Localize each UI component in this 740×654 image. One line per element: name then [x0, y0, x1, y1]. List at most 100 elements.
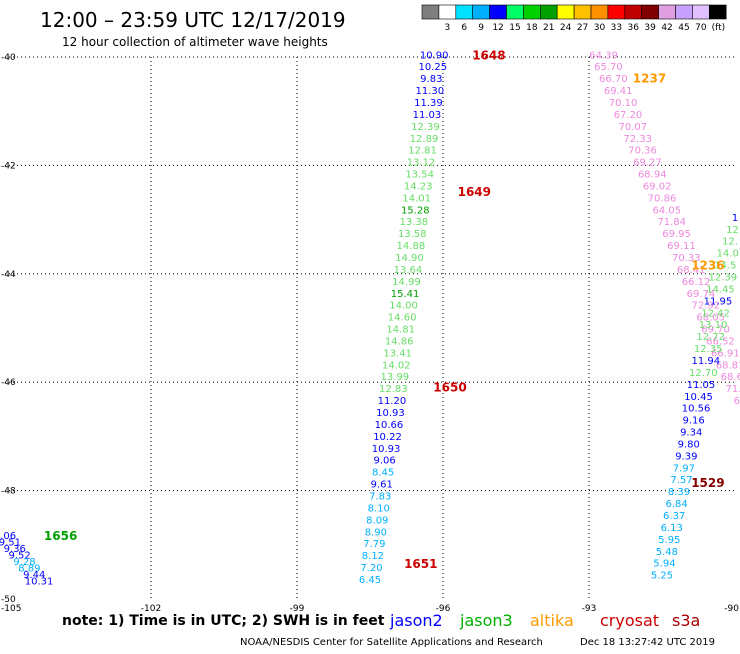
swh-point: 12.81: [408, 146, 437, 157]
track: 11212.14.014.512.3914.4511.9512.4213.101…: [651, 213, 739, 582]
colorbar-swatch: [421, 4, 440, 20]
swh-point: 9.51: [0, 538, 21, 549]
y-tick-label: -40: [1, 53, 16, 63]
colorbar-label: 39: [644, 23, 656, 33]
swh-point: 14.88: [397, 241, 426, 252]
swh-point: 13.58: [398, 229, 427, 240]
swh-point: 14.23: [404, 181, 433, 192]
colorbar-label: 45: [678, 23, 689, 33]
swh-point: 12.83: [379, 384, 408, 395]
colorbar-swatch: [573, 4, 592, 20]
swh-point: 10.25: [418, 62, 447, 73]
time-label: 1650: [433, 381, 466, 395]
swh-point: 11.39: [414, 98, 443, 109]
swh-point: 5.25: [651, 571, 673, 582]
swh-point: 5.94: [653, 559, 675, 570]
colorbar-label: 3: [444, 23, 450, 33]
plot-area: -40 -42 -44 -46 -48 -50-105 -102 -99 -96 -93 -90 1…: [0, 48, 740, 614]
swh-point: 8.90: [365, 527, 387, 538]
satellite-legend: jason2 jason3 altika cryosat s3a: [389, 611, 700, 630]
swh-point: 68.41: [677, 265, 706, 276]
colorbar-swatch: [438, 4, 457, 20]
colorbar-swatch: [472, 4, 490, 20]
colorbar-swatch: [539, 4, 558, 20]
swh-point: 7.97: [673, 463, 695, 474]
swh-point: 12.72: [696, 332, 725, 343]
swh-point: 9.83: [420, 74, 442, 85]
time-label: 1648: [472, 48, 505, 62]
swh-point: 9.36: [4, 544, 26, 555]
colorbar-label: 15: [509, 23, 520, 33]
legend-entry: cryosat: [600, 611, 659, 630]
colorbar-swatch: [708, 4, 727, 20]
colorbar-label: 42: [661, 23, 672, 33]
swh-point: 66.12: [682, 277, 711, 288]
colorbar-label: 36: [628, 23, 640, 33]
swh-point: 14.5: [714, 261, 736, 272]
swh-point: 9.06: [373, 456, 395, 467]
grid-lines: [5, 56, 735, 599]
swh-point: 68.94: [638, 170, 667, 181]
time-label: 1651: [404, 557, 437, 571]
swh-point: 70.07: [618, 122, 647, 133]
swh-point: 9.16: [683, 416, 705, 427]
swh-point: 9.39: [675, 451, 697, 462]
swh-point: 69.0: [734, 396, 740, 407]
swh-point: 70.36: [628, 146, 657, 157]
time-label: 1236: [691, 259, 724, 273]
x-tick-label: -93: [582, 604, 597, 614]
swh-point: 12.: [722, 237, 738, 248]
swh-point: 9.52: [8, 551, 30, 562]
swh-point: 10.90: [420, 50, 449, 61]
swh-point: 7.79: [363, 539, 385, 550]
swh-point: 10.22: [373, 432, 402, 443]
colorbar-label: 30: [594, 23, 606, 33]
colorbar-swatch: [556, 4, 575, 20]
swh-point: 10.93: [372, 444, 401, 455]
y-tick-label: -42: [1, 161, 16, 171]
swh-point: 5.95: [658, 535, 680, 546]
swh-point: 69.27: [633, 158, 662, 169]
satellite-tracks: 10.9010.259.8311.3011.3911.0312.3912.891…: [0, 50, 740, 587]
axis-ticks: -40 -42 -44 -46 -48 -50-105 -102 -99 -96 -93 -90: [1, 53, 739, 614]
swh-point: 14.99: [392, 277, 421, 288]
swh-point: 71.19: [726, 384, 740, 395]
swh-point: 9.28: [13, 557, 35, 568]
swh-point: 71.84: [657, 217, 686, 228]
y-tick-label: -48: [1, 487, 16, 497]
swh-point: 8.89: [18, 564, 40, 575]
swh-point: 1: [732, 213, 738, 224]
colorbar-swatch: [675, 4, 693, 20]
chart-subtitle: 12 hour collection of altimeter wave hei…: [62, 35, 328, 49]
legend-entry: jason2: [389, 611, 443, 630]
swh-point: 10.56: [682, 404, 711, 415]
swh-point: 11.03: [413, 110, 442, 121]
swh-point: 14.45: [706, 284, 735, 295]
swh-point: 13.54: [405, 170, 434, 181]
swh-point: 68.64: [721, 372, 740, 383]
swh-point: 13.38: [399, 217, 428, 228]
swh-point: 69.95: [662, 229, 691, 240]
swh-point: 15.28: [401, 205, 430, 216]
colorbar: 3 6 9 12 15 18 21 24 27 30 33 36 39 42 45 70 (ft): [421, 4, 727, 33]
swh-point: 72.92: [691, 301, 720, 312]
swh-point: 8.09: [366, 515, 388, 526]
swh-point: 66.70: [599, 74, 628, 85]
swh-point: 13.99: [380, 372, 409, 383]
swh-point: 70.10: [609, 98, 638, 109]
swh-point: 11.05: [687, 380, 716, 391]
colorbar-swatch: [506, 4, 524, 20]
swh-point: 65.70: [594, 62, 623, 73]
swh-point: 11.95: [704, 296, 733, 307]
swh-point: 9.34: [680, 428, 702, 439]
swh-point: 7.83: [369, 491, 391, 502]
swh-point: 14.81: [386, 325, 415, 336]
swh-point: 12.89: [410, 134, 439, 145]
swh-point: 13.64: [394, 265, 423, 276]
swh-point: 69.41: [604, 86, 633, 97]
legend-entry: s3a: [672, 611, 700, 630]
chart-title: 12:00 – 23:59 UTC 12/17/2019: [40, 8, 346, 32]
swh-point: 6.45: [359, 575, 381, 586]
time-labels: 1648 1649 1650 1651 1656 1237 1236 1529: [44, 48, 725, 571]
